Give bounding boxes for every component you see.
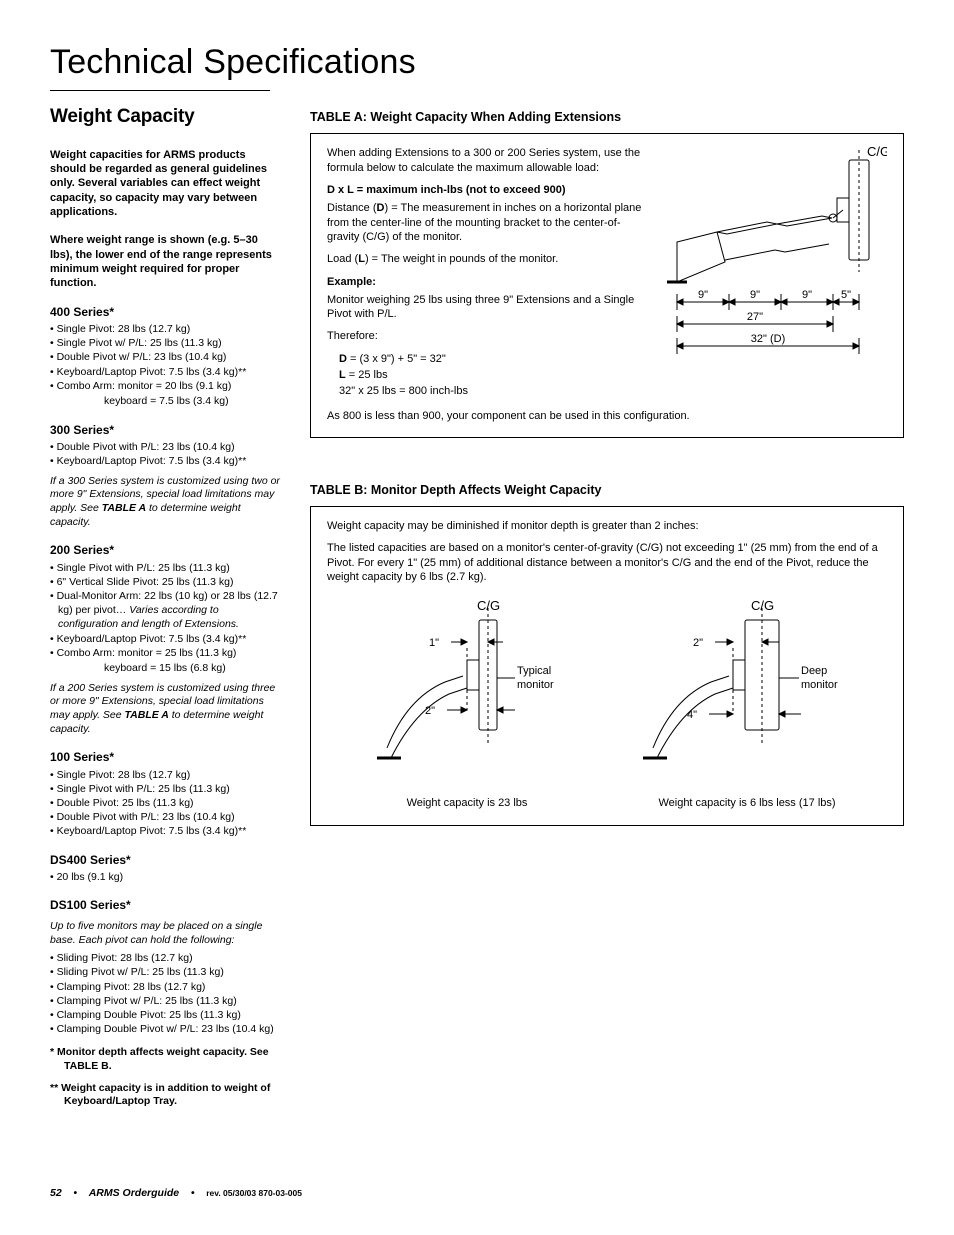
dim-2in: 2" [693,637,703,649]
list-item: Clamping Double Pivot w/ P/L: 23 lbs (10… [50,1022,280,1036]
footnote-1: * Monitor depth affects weight capacity.… [50,1046,280,1073]
list-item: Double Pivot with P/L: 23 lbs (10.4 kg) [50,440,280,454]
footnote-2: ** Weight capacity is in addition to wei… [50,1082,280,1109]
list-item: Keyboard/Laptop Pivot: 7.5 lbs (3.4 kg)*… [50,824,280,838]
list-item: Single Pivot: 28 lbs (12.7 kg) [50,768,280,782]
series-200-note: If a 200 Series system is customized usi… [50,682,280,737]
table-a-conclusion: As 800 is less than 900, your component … [327,409,887,423]
monitor-label-1: Typical [517,665,551,677]
list-item: Dual-Monitor Arm: 22 lbs (10 kg) or 28 l… [50,589,280,632]
list-item: Clamping Double Pivot: 25 lbs (11.3 kg) [50,1008,280,1022]
series-200-list: Single Pivot with P/L: 25 lbs (11.3 kg) … [50,561,280,660]
cg-label: C/G [751,598,774,613]
page-title: Technical Specifications [50,40,904,84]
series-ds400-head: DS400 Series* [50,853,280,869]
series-ds100-head: DS100 Series* [50,898,280,914]
table-b-diagram-left: C/G 1" 2" Typical monitor Weight capacit… [347,598,587,810]
list-item: Sliding Pivot w/ P/L: 25 lbs (11.3 kg) [50,965,280,979]
table-b-intro: Weight capacity may be diminished if mon… [327,519,887,533]
series-300-head: 300 Series* [50,423,280,439]
dim-2in: 2" [425,705,435,717]
series-200-sub: keyboard = 15 lbs (6.8 kg) [50,662,280,676]
dim-9c: 9" [802,289,812,301]
list-item: Single Pivot with P/L: 25 lbs (11.3 kg) [50,782,280,796]
list-item: Combo Arm: monitor = 25 lbs (11.3 kg) [50,646,280,660]
table-a-calc-result: 32" x 25 lbs = 800 inch-lbs [339,384,887,398]
list-item: Double Pivot w/ P/L: 23 lbs (10.4 kg) [50,350,280,364]
monitor-label-1: Deep [801,665,827,677]
monitor-label-2: monitor [801,679,838,691]
intro-p2: Where weight range is shown (e.g. 5–30 l… [50,233,280,290]
dim-4in: 4" [687,709,697,721]
page-footer: 52 • ARMS Orderguide • rev. 05/30/03 870… [50,1187,904,1201]
series-100-list: Single Pivot: 28 lbs (12.7 kg) Single Pi… [50,768,280,839]
dim-1in: 1" [429,637,439,649]
footnotes: * Monitor depth affects weight capacity.… [50,1046,280,1109]
footer-bullet2: • [191,1187,195,1199]
table-b-diagram-right: C/G 2" 4" Deep monitor Weight capacity i… [627,598,867,810]
list-item: Clamping Pivot w/ P/L: 25 lbs (11.3 kg) [50,994,280,1008]
table-b-body: The listed capacities are based on a mon… [327,541,887,584]
list-item: Combo Arm: monitor = 20 lbs (9.1 kg) [50,379,280,393]
svg-text:C/G: C/G [867,144,887,159]
page-number: 52 [50,1187,62,1199]
footer-rev: rev. 05/30/03 870-03-005 [206,1188,302,1198]
right-column: TABLE A: Weight Capacity When Adding Ext… [310,105,904,1117]
table-a-title: TABLE A: Weight Capacity When Adding Ext… [310,109,904,125]
list-item: Keyboard/Laptop Pivot: 7.5 lbs (3.4 kg)*… [50,632,280,646]
table-b-box: Weight capacity may be diminished if mon… [310,506,904,825]
list-item: Double Pivot with P/L: 23 lbs (10.4 kg) [50,810,280,824]
list-item: Keyboard/Laptop Pivot: 7.5 lbs (3.4 kg)*… [50,365,280,379]
table-b-right-caption: Weight capacity is 6 lbs less (17 lbs) [627,796,867,810]
footer-bullet: • [73,1187,77,1199]
cg-label: C/G [477,598,500,613]
intro-p1: Weight capacities for ARMS products shou… [50,148,280,219]
series-ds100-list: Sliding Pivot: 28 lbs (12.7 kg) Sliding … [50,951,280,1036]
list-item: Single Pivot: 28 lbs (12.7 kg) [50,322,280,336]
series-300-list: Double Pivot with P/L: 23 lbs (10.4 kg) … [50,440,280,468]
series-400-sub: keyboard = 7.5 lbs (3.4 kg) [50,395,280,409]
series-ds100-note: Up to five monitors may be placed on a s… [50,920,280,947]
series-300-note: If a 300 Series system is customized usi… [50,475,280,530]
list-item: Double Pivot: 25 lbs (11.3 kg) [50,796,280,810]
list-item: Sliding Pivot: 28 lbs (12.7 kg) [50,951,280,965]
list-item: Single Pivot w/ P/L: 25 lbs (11.3 kg) [50,336,280,350]
table-a-box: C/G [310,133,904,437]
table-a-diagram: C/G [657,142,887,372]
list-item: 20 lbs (9.1 kg) [50,870,280,884]
footer-title: ARMS Orderguide [89,1187,179,1199]
series-400-head: 400 Series* [50,305,280,321]
list-item: Keyboard/Laptop Pivot: 7.5 lbs (3.4 kg)*… [50,454,280,468]
title-rule [50,90,270,91]
series-100-head: 100 Series* [50,750,280,766]
dim-9a: 9" [698,289,708,301]
section-heading: Weight Capacity [50,105,280,130]
series-ds400-list: 20 lbs (9.1 kg) [50,870,280,884]
dim-5: 5" [841,289,851,301]
table-b-title: TABLE B: Monitor Depth Affects Weight Ca… [310,482,904,498]
dim-27: 27" [747,311,763,323]
dim-32d: 32" (D) [751,333,785,345]
dim-9b: 9" [750,289,760,301]
list-item: Clamping Pivot: 28 lbs (12.7 kg) [50,980,280,994]
series-400-list: Single Pivot: 28 lbs (12.7 kg) Single Pi… [50,322,280,393]
left-column: Weight Capacity Weight capacities for AR… [50,105,280,1117]
monitor-label-2: monitor [517,679,554,691]
list-item: Single Pivot with P/L: 25 lbs (11.3 kg) [50,561,280,575]
series-200-head: 200 Series* [50,543,280,559]
list-item: 6" Vertical Slide Pivot: 25 lbs (11.3 kg… [50,575,280,589]
table-b-left-caption: Weight capacity is 23 lbs [347,796,587,810]
